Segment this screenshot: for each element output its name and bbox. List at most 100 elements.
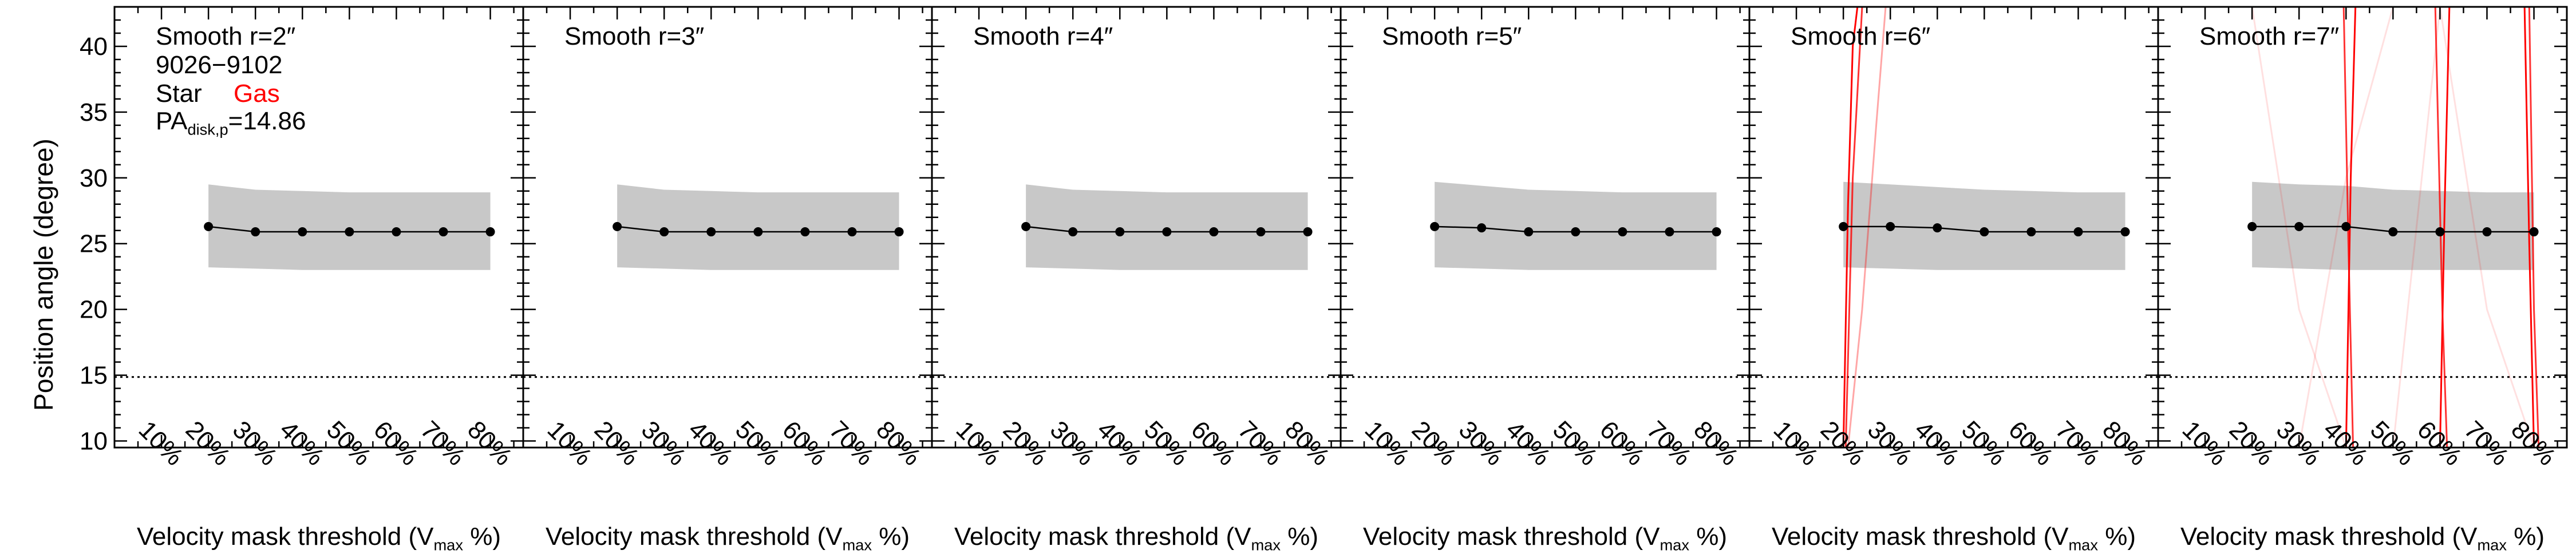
gas-line-2: [2342, 7, 2354, 448]
x-tick-label: 50%: [1547, 415, 1603, 471]
x-tick-label: 60%: [2412, 415, 2467, 471]
x-tick-label: 20%: [180, 415, 236, 471]
star-point: [1665, 227, 1674, 237]
y-tick-label: 35: [80, 98, 108, 126]
gas-line-3: [1847, 7, 1887, 448]
panel-2: 10%20%30%40%50%60%70%80% Velocity mask th…: [522, 6, 933, 554]
x-axis-label-part: %): [1281, 523, 1318, 551]
star-point: [2341, 221, 2351, 231]
star-point: [2120, 227, 2130, 237]
panels-group: 1015202530354010%20%30%40%50%60%70%80%Ve…: [80, 6, 2568, 554]
star-point: [2073, 227, 2083, 237]
x-tick-label: 20%: [1815, 415, 1871, 471]
star-point: [1303, 227, 1313, 237]
gas-line-5: [2523, 7, 2535, 448]
gas-line-8: [2392, 7, 2535, 448]
x-axis-label-part: Velocity mask threshold (V: [2180, 523, 2478, 551]
x-tick-label: 20%: [1406, 415, 1462, 471]
x-tick-label: 10%: [133, 415, 189, 471]
x-tick-label: 80%: [1688, 415, 1744, 471]
uncertainty-band: [1843, 181, 2125, 270]
gas-line-6: [2528, 7, 2540, 448]
x-tick-label: 40%: [274, 415, 330, 471]
x-tick-label: 20%: [998, 415, 1053, 471]
x-axis-label: Velocity mask threshold (Vmax %): [2180, 523, 2545, 554]
x-axis-label: Velocity mask threshold (Vmax %): [546, 523, 910, 554]
y-tick-label: 20: [80, 296, 108, 324]
uncertainty-band: [208, 184, 491, 270]
star-point: [847, 227, 857, 237]
x-tick-label: 70%: [1232, 415, 1288, 471]
x-axis-label-part: %): [2507, 523, 2545, 551]
panel-4: 10%20%30%40%50%60%70%80% Velocity mask th…: [1340, 6, 1751, 554]
x-tick-label: 70%: [2459, 415, 2514, 471]
star-point: [1068, 227, 1078, 237]
x-tick-label: 30%: [2271, 415, 2326, 471]
x-tick-label: 70%: [824, 415, 879, 471]
uncertainty-band: [1435, 181, 1717, 270]
gas-line-9: [2298, 7, 2394, 448]
gas-series-group: [2251, 7, 2540, 448]
star-point: [1524, 227, 1534, 237]
x-tick-label: 10%: [1360, 415, 1415, 471]
x-axis-label: Velocity mask threshold (Vmax %): [1772, 523, 2136, 554]
x-tick-label: 40%: [2318, 415, 2373, 471]
x-axis-label-part: %): [1689, 523, 1727, 551]
x-axis-label-part: max: [1251, 536, 1281, 554]
x-axis-label-part: %): [872, 523, 910, 551]
star-point: [613, 221, 622, 231]
x-tick-label: 80%: [462, 415, 517, 471]
gas-line-3: [2439, 7, 2451, 448]
star-point: [345, 227, 354, 237]
y-axis-label: Position angle (degree): [29, 138, 58, 411]
star-point: [2294, 221, 2304, 231]
star-point: [1256, 227, 1266, 237]
uncertainty-band: [617, 184, 899, 270]
y-tick-label: 25: [80, 230, 108, 258]
gas-line-1: [1842, 7, 1859, 448]
x-tick-label: 30%: [636, 415, 692, 471]
pa-disk-annotation-part: =14.86: [228, 107, 306, 135]
panel-title: Smooth r=3″: [564, 22, 704, 50]
x-tick-label: 30%: [227, 415, 283, 471]
x-tick-label: 70%: [415, 415, 471, 471]
star-point: [659, 227, 669, 237]
x-tick-label: 60%: [777, 415, 832, 471]
x-tick-label: 50%: [321, 415, 377, 471]
panel-title: Smooth r=2″: [156, 22, 295, 50]
star-point: [1115, 227, 1125, 237]
x-tick-label: 60%: [1186, 415, 1241, 471]
x-axis-label-part: Velocity mask threshold (V: [954, 523, 1251, 551]
gas-line-2: [1844, 7, 1863, 448]
x-tick-label: 50%: [1139, 415, 1194, 471]
pa-disk-annotation-part: PA: [156, 107, 188, 135]
x-tick-label: 40%: [1500, 415, 1556, 471]
star-point: [1839, 221, 1848, 231]
star-point: [1571, 227, 1581, 237]
star-point: [1712, 227, 1721, 237]
uncertainty-band: [2252, 181, 2534, 270]
x-tick-label: 60%: [2003, 415, 2059, 471]
star-point: [2247, 221, 2257, 231]
galaxy-id: 9026−9102: [156, 51, 282, 79]
star-point: [2435, 227, 2445, 237]
star-point: [485, 227, 495, 237]
y-tick-label: 15: [80, 362, 108, 390]
x-axis-label-part: %): [463, 523, 501, 551]
x-tick-label: 20%: [2224, 415, 2279, 471]
star-point: [1933, 223, 1942, 233]
star-point: [1209, 227, 1219, 237]
x-axis-label-part: Velocity mask threshold (V: [1363, 523, 1660, 551]
x-tick-label: 60%: [368, 415, 424, 471]
y-tick-label: 40: [80, 33, 108, 61]
x-axis-label-part: max: [2477, 536, 2507, 554]
star-point: [894, 227, 904, 237]
star-point: [2482, 227, 2492, 237]
star-point: [1477, 223, 1487, 233]
star-point: [1430, 221, 1440, 231]
gas-line-1: [2345, 7, 2357, 448]
y-tick-label: 10: [80, 428, 108, 456]
x-tick-label: 10%: [542, 415, 598, 471]
x-tick-label: 40%: [1092, 415, 1147, 471]
